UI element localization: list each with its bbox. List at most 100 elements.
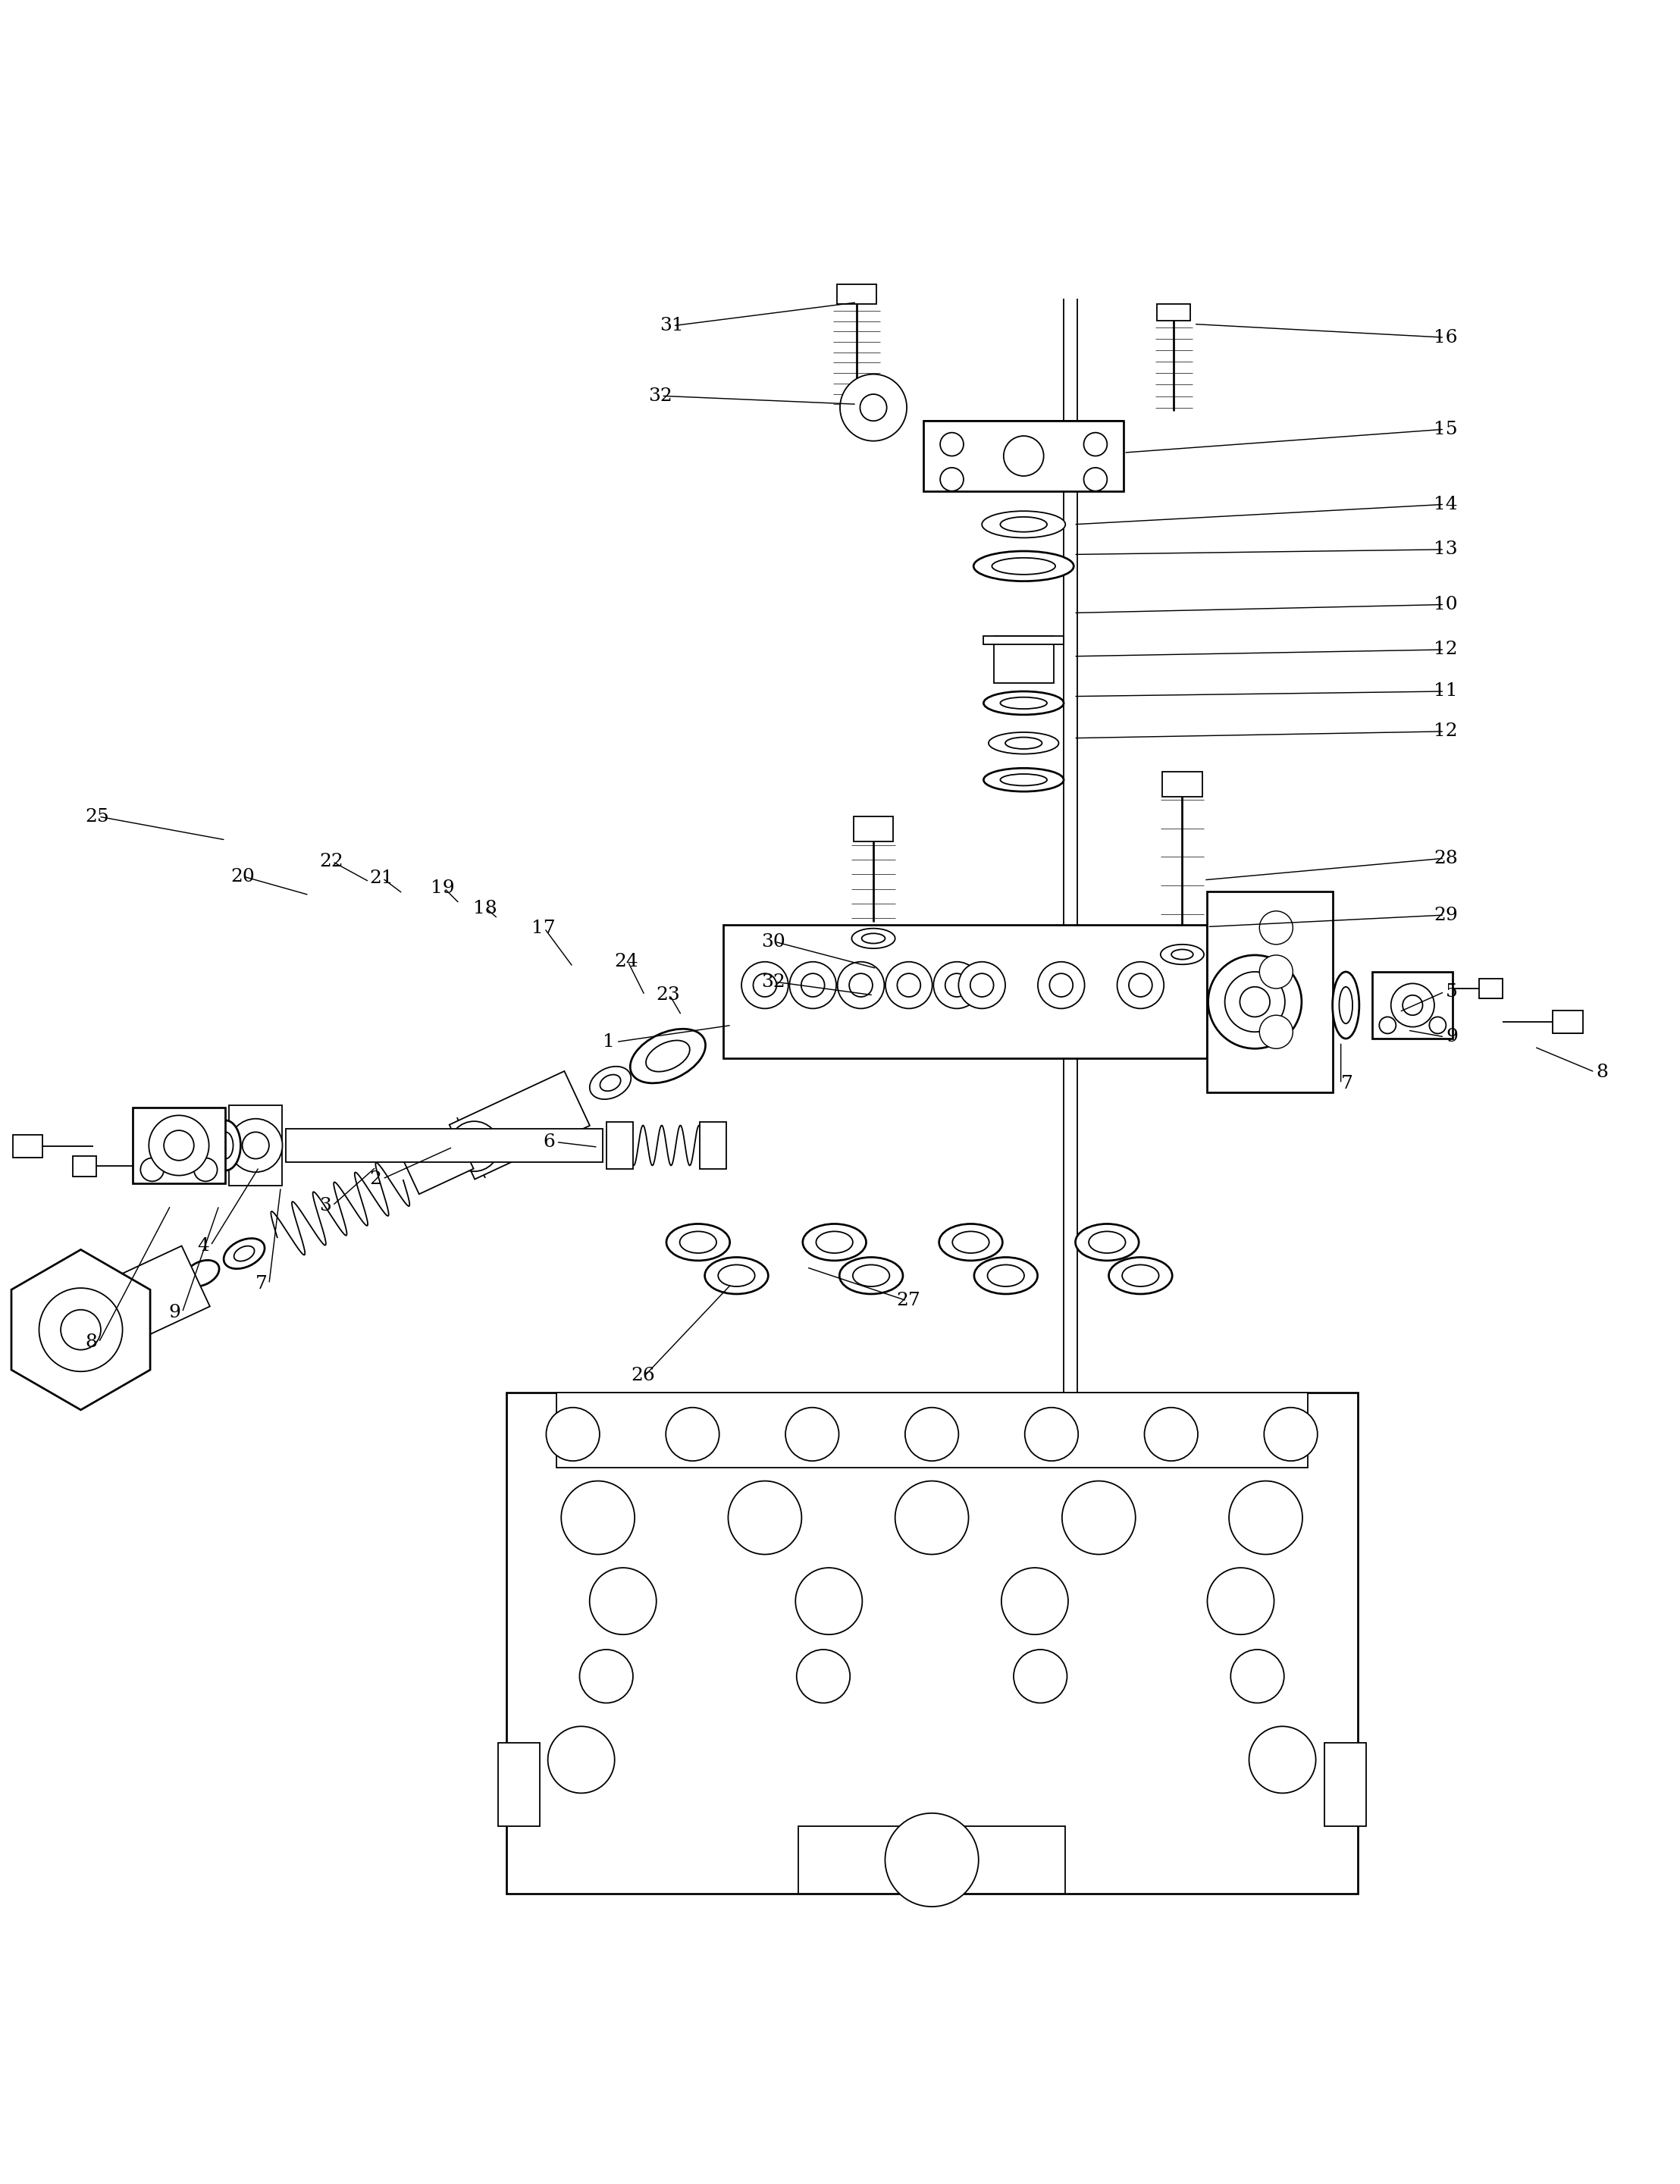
Circle shape <box>895 1481 969 1555</box>
Ellipse shape <box>816 1232 853 1254</box>
Ellipse shape <box>680 1232 716 1254</box>
Text: 7: 7 <box>1341 1075 1352 1092</box>
Ellipse shape <box>1109 1258 1173 1293</box>
Circle shape <box>959 961 1005 1009</box>
Polygon shape <box>228 1105 282 1186</box>
Circle shape <box>1013 1649 1067 1704</box>
Bar <box>853 817 894 841</box>
Ellipse shape <box>852 928 895 948</box>
Ellipse shape <box>991 557 1055 574</box>
Ellipse shape <box>803 1223 867 1260</box>
Text: 14: 14 <box>1433 496 1458 513</box>
Circle shape <box>1084 432 1107 456</box>
Text: 31: 31 <box>660 317 684 334</box>
Circle shape <box>141 1158 165 1182</box>
Text: 24: 24 <box>615 952 638 970</box>
Circle shape <box>1208 954 1302 1048</box>
Circle shape <box>1260 954 1294 989</box>
Circle shape <box>590 1568 657 1634</box>
Polygon shape <box>91 1245 210 1350</box>
Circle shape <box>786 1406 838 1461</box>
Circle shape <box>1208 1568 1273 1634</box>
Text: 2: 2 <box>370 1171 381 1188</box>
Circle shape <box>1001 1568 1068 1634</box>
Bar <box>1480 978 1504 998</box>
Circle shape <box>1403 996 1423 1016</box>
Circle shape <box>1225 972 1285 1031</box>
Bar <box>983 636 1063 644</box>
Text: 4: 4 <box>197 1236 210 1254</box>
Ellipse shape <box>1000 518 1047 533</box>
Bar <box>13 1133 42 1158</box>
Circle shape <box>1003 437 1043 476</box>
Bar <box>497 1743 539 1826</box>
Circle shape <box>860 393 887 422</box>
Ellipse shape <box>981 511 1065 537</box>
Circle shape <box>753 974 776 996</box>
Ellipse shape <box>988 732 1058 753</box>
Circle shape <box>1230 1481 1302 1555</box>
Ellipse shape <box>706 1258 768 1293</box>
Circle shape <box>546 1406 600 1461</box>
Text: 8: 8 <box>1596 1064 1608 1081</box>
Circle shape <box>561 1481 635 1555</box>
Bar <box>1373 972 1453 1040</box>
Text: 30: 30 <box>761 933 786 950</box>
Circle shape <box>840 373 907 441</box>
Ellipse shape <box>1000 697 1047 710</box>
Text: 6: 6 <box>543 1133 554 1151</box>
Circle shape <box>885 961 932 1009</box>
Circle shape <box>1050 974 1074 996</box>
Ellipse shape <box>1000 773 1047 786</box>
Ellipse shape <box>600 1075 620 1092</box>
Text: 29: 29 <box>1433 906 1458 924</box>
Bar <box>286 1129 603 1162</box>
Circle shape <box>906 1406 959 1461</box>
Circle shape <box>796 1649 850 1704</box>
Bar <box>798 1826 1065 1894</box>
Circle shape <box>1117 961 1164 1009</box>
Text: 26: 26 <box>632 1367 655 1385</box>
Bar <box>1324 1743 1366 1826</box>
Ellipse shape <box>1339 987 1352 1024</box>
Bar <box>701 1123 726 1168</box>
Bar <box>993 636 1053 684</box>
Text: 22: 22 <box>319 854 343 871</box>
Circle shape <box>848 974 872 996</box>
Bar <box>72 1155 96 1177</box>
Ellipse shape <box>973 550 1074 581</box>
Text: 12: 12 <box>1433 640 1458 657</box>
Text: 25: 25 <box>86 808 109 826</box>
Circle shape <box>971 974 993 996</box>
Ellipse shape <box>667 1223 729 1260</box>
Circle shape <box>548 1725 615 1793</box>
Ellipse shape <box>988 1265 1025 1286</box>
Circle shape <box>727 1481 801 1555</box>
Text: 10: 10 <box>1433 596 1458 614</box>
Ellipse shape <box>1122 1265 1159 1286</box>
Ellipse shape <box>218 1131 234 1160</box>
Text: 13: 13 <box>1433 542 1458 559</box>
Ellipse shape <box>1332 972 1359 1040</box>
Bar <box>556 1393 1307 1468</box>
Circle shape <box>1391 983 1435 1026</box>
Circle shape <box>1240 987 1270 1018</box>
Ellipse shape <box>590 1066 632 1099</box>
Circle shape <box>934 961 979 1009</box>
Ellipse shape <box>210 1120 240 1171</box>
Bar <box>1552 1011 1583 1033</box>
Text: 8: 8 <box>86 1334 97 1352</box>
Circle shape <box>228 1118 282 1173</box>
Text: 16: 16 <box>1433 330 1458 347</box>
Text: 28: 28 <box>1433 850 1458 867</box>
Text: 5: 5 <box>1446 983 1458 1000</box>
Polygon shape <box>449 1070 590 1179</box>
Ellipse shape <box>853 1265 889 1286</box>
Bar <box>722 926 1208 1059</box>
Bar <box>924 422 1124 491</box>
Text: 7: 7 <box>255 1275 267 1293</box>
Circle shape <box>885 1813 978 1907</box>
Text: 18: 18 <box>472 900 497 917</box>
Ellipse shape <box>862 933 885 943</box>
Polygon shape <box>12 1249 150 1411</box>
